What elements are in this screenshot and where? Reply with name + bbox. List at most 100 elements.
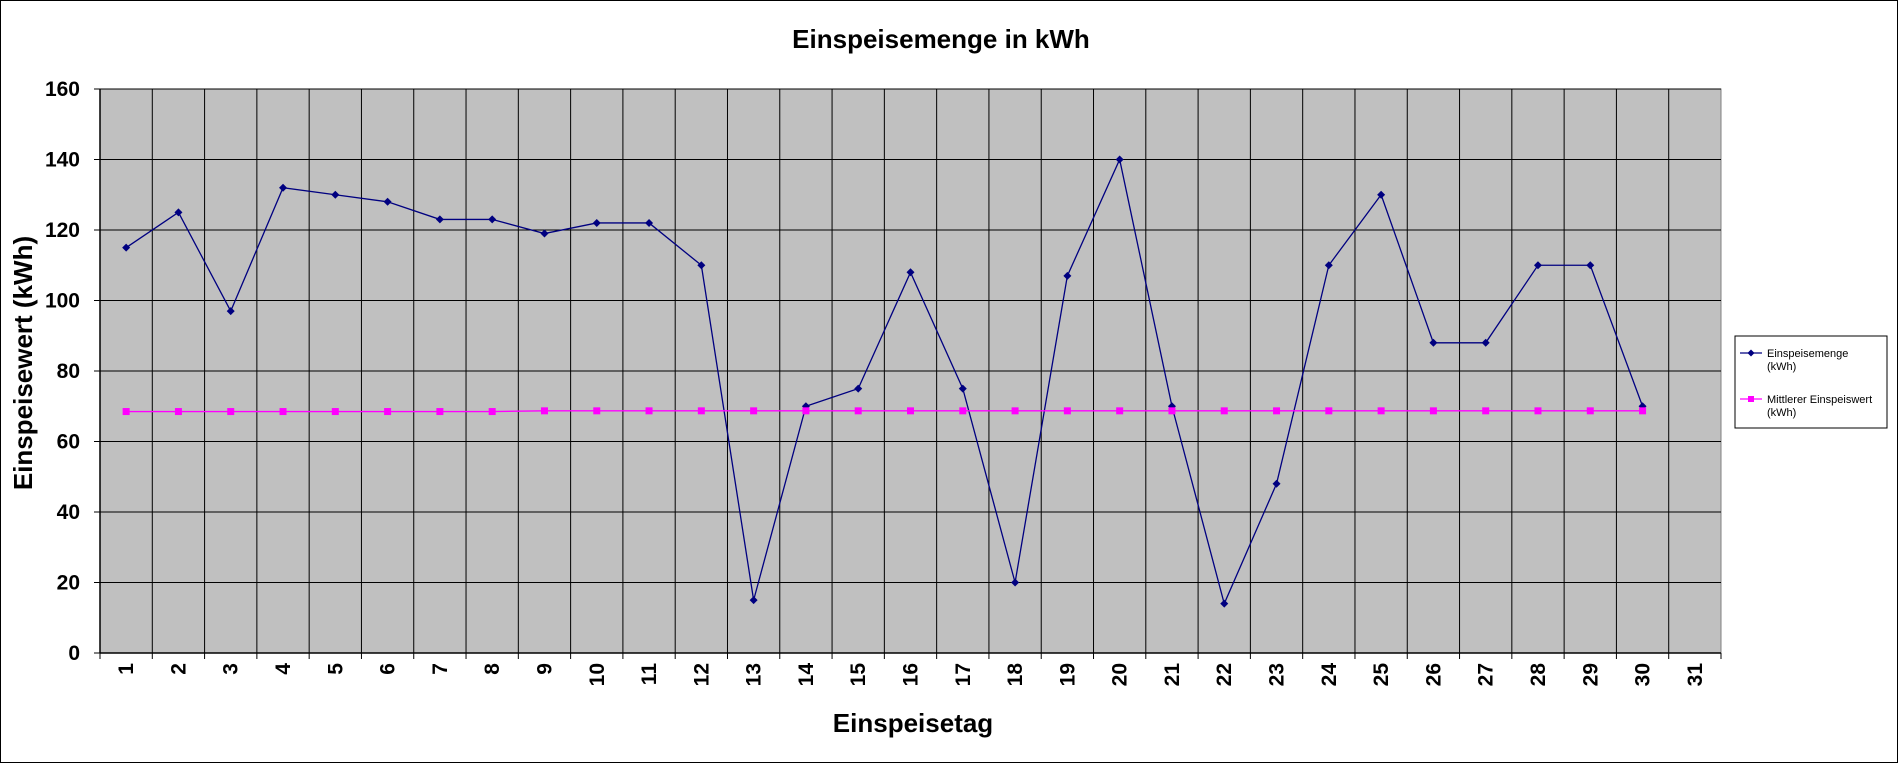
legend-label: Einspeisemenge xyxy=(1767,348,1848,360)
legend-label: Mittlerer Einspeiswert xyxy=(1767,394,1872,406)
y-axis-title: Einspeisewert (kWh) xyxy=(8,236,38,490)
data-point xyxy=(540,229,549,238)
data-point xyxy=(749,596,758,605)
x-tick-label: 25 xyxy=(1370,663,1393,687)
data-point xyxy=(1220,599,1229,608)
data-point xyxy=(1273,407,1281,415)
x-tick-label: 27 xyxy=(1475,663,1498,686)
data-point xyxy=(1586,407,1594,415)
legend-label: (kWh) xyxy=(1767,361,1796,373)
y-tick-label: 80 xyxy=(57,360,80,383)
data-point xyxy=(854,407,862,415)
x-tick-label: 21 xyxy=(1161,663,1184,687)
data-point xyxy=(592,218,601,227)
data-point xyxy=(331,408,339,416)
data-point xyxy=(174,208,183,217)
x-axis-title: Einspeisetag xyxy=(833,708,993,738)
data-point xyxy=(1220,407,1228,415)
data-point xyxy=(1115,155,1124,164)
data-point xyxy=(174,408,182,416)
data-point xyxy=(279,408,287,416)
x-tick-label: 2 xyxy=(167,663,190,675)
y-tick-label: 140 xyxy=(45,149,80,172)
data-point xyxy=(1481,338,1490,347)
x-tick-label: 6 xyxy=(377,663,400,675)
data-point xyxy=(1325,407,1333,415)
series-line xyxy=(125,157,1644,606)
data-point xyxy=(1377,407,1385,415)
data-point xyxy=(907,407,914,415)
data-point xyxy=(958,384,967,393)
data-point xyxy=(802,407,810,415)
x-tick-label: 13 xyxy=(743,663,766,686)
data-point xyxy=(1063,407,1071,415)
x-tick-label: 18 xyxy=(1004,663,1027,687)
data-point xyxy=(697,407,705,415)
x-tick-label: 24 xyxy=(1318,663,1341,687)
x-tick-label: 1 xyxy=(115,663,138,675)
data-point xyxy=(540,407,548,415)
data-point xyxy=(906,268,915,277)
data-point xyxy=(697,261,706,270)
x-tick-label: 4 xyxy=(272,663,295,675)
x-tick-label: 17 xyxy=(952,663,975,686)
x-tick-label: 7 xyxy=(429,663,452,675)
data-point xyxy=(1011,407,1019,415)
legend: Einspeisemenge(kWh)Mittlerer Einspeiswer… xyxy=(1734,335,1888,429)
data-point xyxy=(488,215,497,224)
x-tick-label: 19 xyxy=(1056,663,1079,686)
x-tick-label: 3 xyxy=(220,663,243,675)
x-tick-label: 31 xyxy=(1684,663,1707,687)
data-point xyxy=(435,215,444,224)
x-tick-label: 28 xyxy=(1527,663,1550,687)
chart-title: Einspeisemenge in kWh xyxy=(792,24,1090,54)
data-point xyxy=(1586,261,1595,270)
y-tick-label: 60 xyxy=(57,431,80,454)
data-point xyxy=(1534,407,1542,415)
plot-area xyxy=(99,88,1722,654)
x-tick-label: 15 xyxy=(847,663,870,687)
data-point xyxy=(436,408,444,416)
data-point xyxy=(122,408,130,416)
x-tick-label: 30 xyxy=(1632,663,1655,686)
data-point xyxy=(122,243,131,252)
data-point xyxy=(1168,407,1176,415)
data-point xyxy=(383,197,392,206)
x-tick-label: 20 xyxy=(1109,663,1132,686)
legend-marker xyxy=(1748,396,1754,402)
x-tick-label: 8 xyxy=(481,663,504,675)
x-tick-label: 14 xyxy=(795,663,818,687)
data-point xyxy=(227,408,235,416)
data-point xyxy=(1429,338,1438,347)
data-point xyxy=(959,407,967,415)
data-point xyxy=(1639,407,1647,415)
data-point xyxy=(1011,578,1020,587)
data-point xyxy=(645,407,653,415)
data-point xyxy=(1324,261,1333,270)
data-point xyxy=(750,407,758,415)
legend-label: (kWh) xyxy=(1767,407,1796,419)
data-point xyxy=(1482,407,1490,415)
data-point xyxy=(331,190,340,199)
x-tick-label: 29 xyxy=(1579,663,1602,686)
x-tick-label: 23 xyxy=(1266,663,1289,686)
x-tick-label: 5 xyxy=(324,663,347,675)
data-point xyxy=(593,407,601,415)
y-tick-label: 100 xyxy=(45,290,80,313)
data-point xyxy=(1063,271,1072,280)
x-tick-label: 11 xyxy=(638,663,661,686)
data-point xyxy=(645,218,654,227)
data-point xyxy=(279,183,288,192)
legend-box xyxy=(1734,335,1888,429)
series-layer xyxy=(122,155,1647,608)
data-point xyxy=(1533,261,1542,270)
y-tick-label: 40 xyxy=(57,501,80,524)
data-point xyxy=(1272,479,1281,488)
data-point xyxy=(384,408,392,416)
data-point xyxy=(854,384,863,393)
y-tick-label: 0 xyxy=(68,642,80,665)
x-tick-label: 16 xyxy=(900,663,923,686)
y-tick-label: 160 xyxy=(45,78,80,101)
data-point xyxy=(1377,190,1386,199)
